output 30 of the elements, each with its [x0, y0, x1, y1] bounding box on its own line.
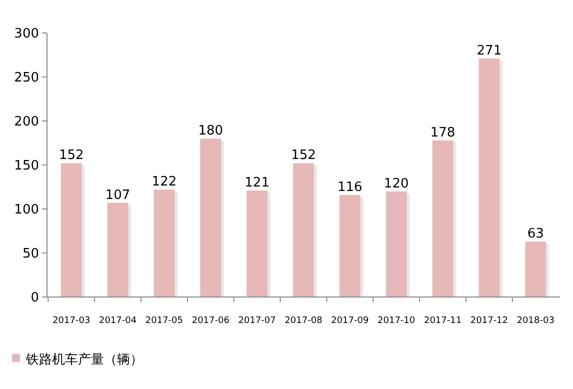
x-tick-label: 2017-12	[470, 316, 508, 326]
data-label: 107	[105, 188, 130, 203]
x-tick-label: 2017-06	[192, 316, 230, 326]
y-tick-label: 0	[30, 290, 39, 306]
x-tick-label: 2018-03	[516, 316, 554, 326]
y-tick-label: 50	[22, 246, 39, 262]
y-tick-label: 300	[14, 26, 39, 42]
data-label: 116	[338, 180, 362, 195]
x-tick-label: 2017-03	[52, 316, 90, 326]
data-label: 63	[527, 226, 544, 242]
y-tick-label: 200	[14, 114, 39, 130]
data-label: 122	[152, 174, 177, 190]
x-tick-label: 2017-07	[238, 316, 276, 326]
data-label: 152	[291, 148, 316, 164]
data-label: 121	[244, 176, 270, 191]
x-tick-label: 2017-08	[284, 316, 323, 326]
x-tick-label: 2017-11	[424, 316, 462, 326]
y-tick-label: 250	[14, 70, 39, 86]
y-tick-label: 150	[14, 158, 39, 174]
x-tick-label: 2017-04	[98, 316, 137, 326]
data-label: 152	[58, 148, 84, 164]
legend-label: 铁路机车产量（辆）	[25, 352, 143, 368]
x-tick-label: 2017-10	[378, 316, 416, 326]
x-tick-label: 2017-05	[145, 316, 184, 326]
data-label: 271	[476, 44, 502, 59]
data-label: 120	[384, 176, 409, 192]
data-label: 178	[430, 125, 456, 140]
data-label: 180	[198, 124, 224, 139]
y-tick-label: 100	[14, 202, 39, 218]
x-tick-label: 2017-09	[331, 316, 369, 326]
